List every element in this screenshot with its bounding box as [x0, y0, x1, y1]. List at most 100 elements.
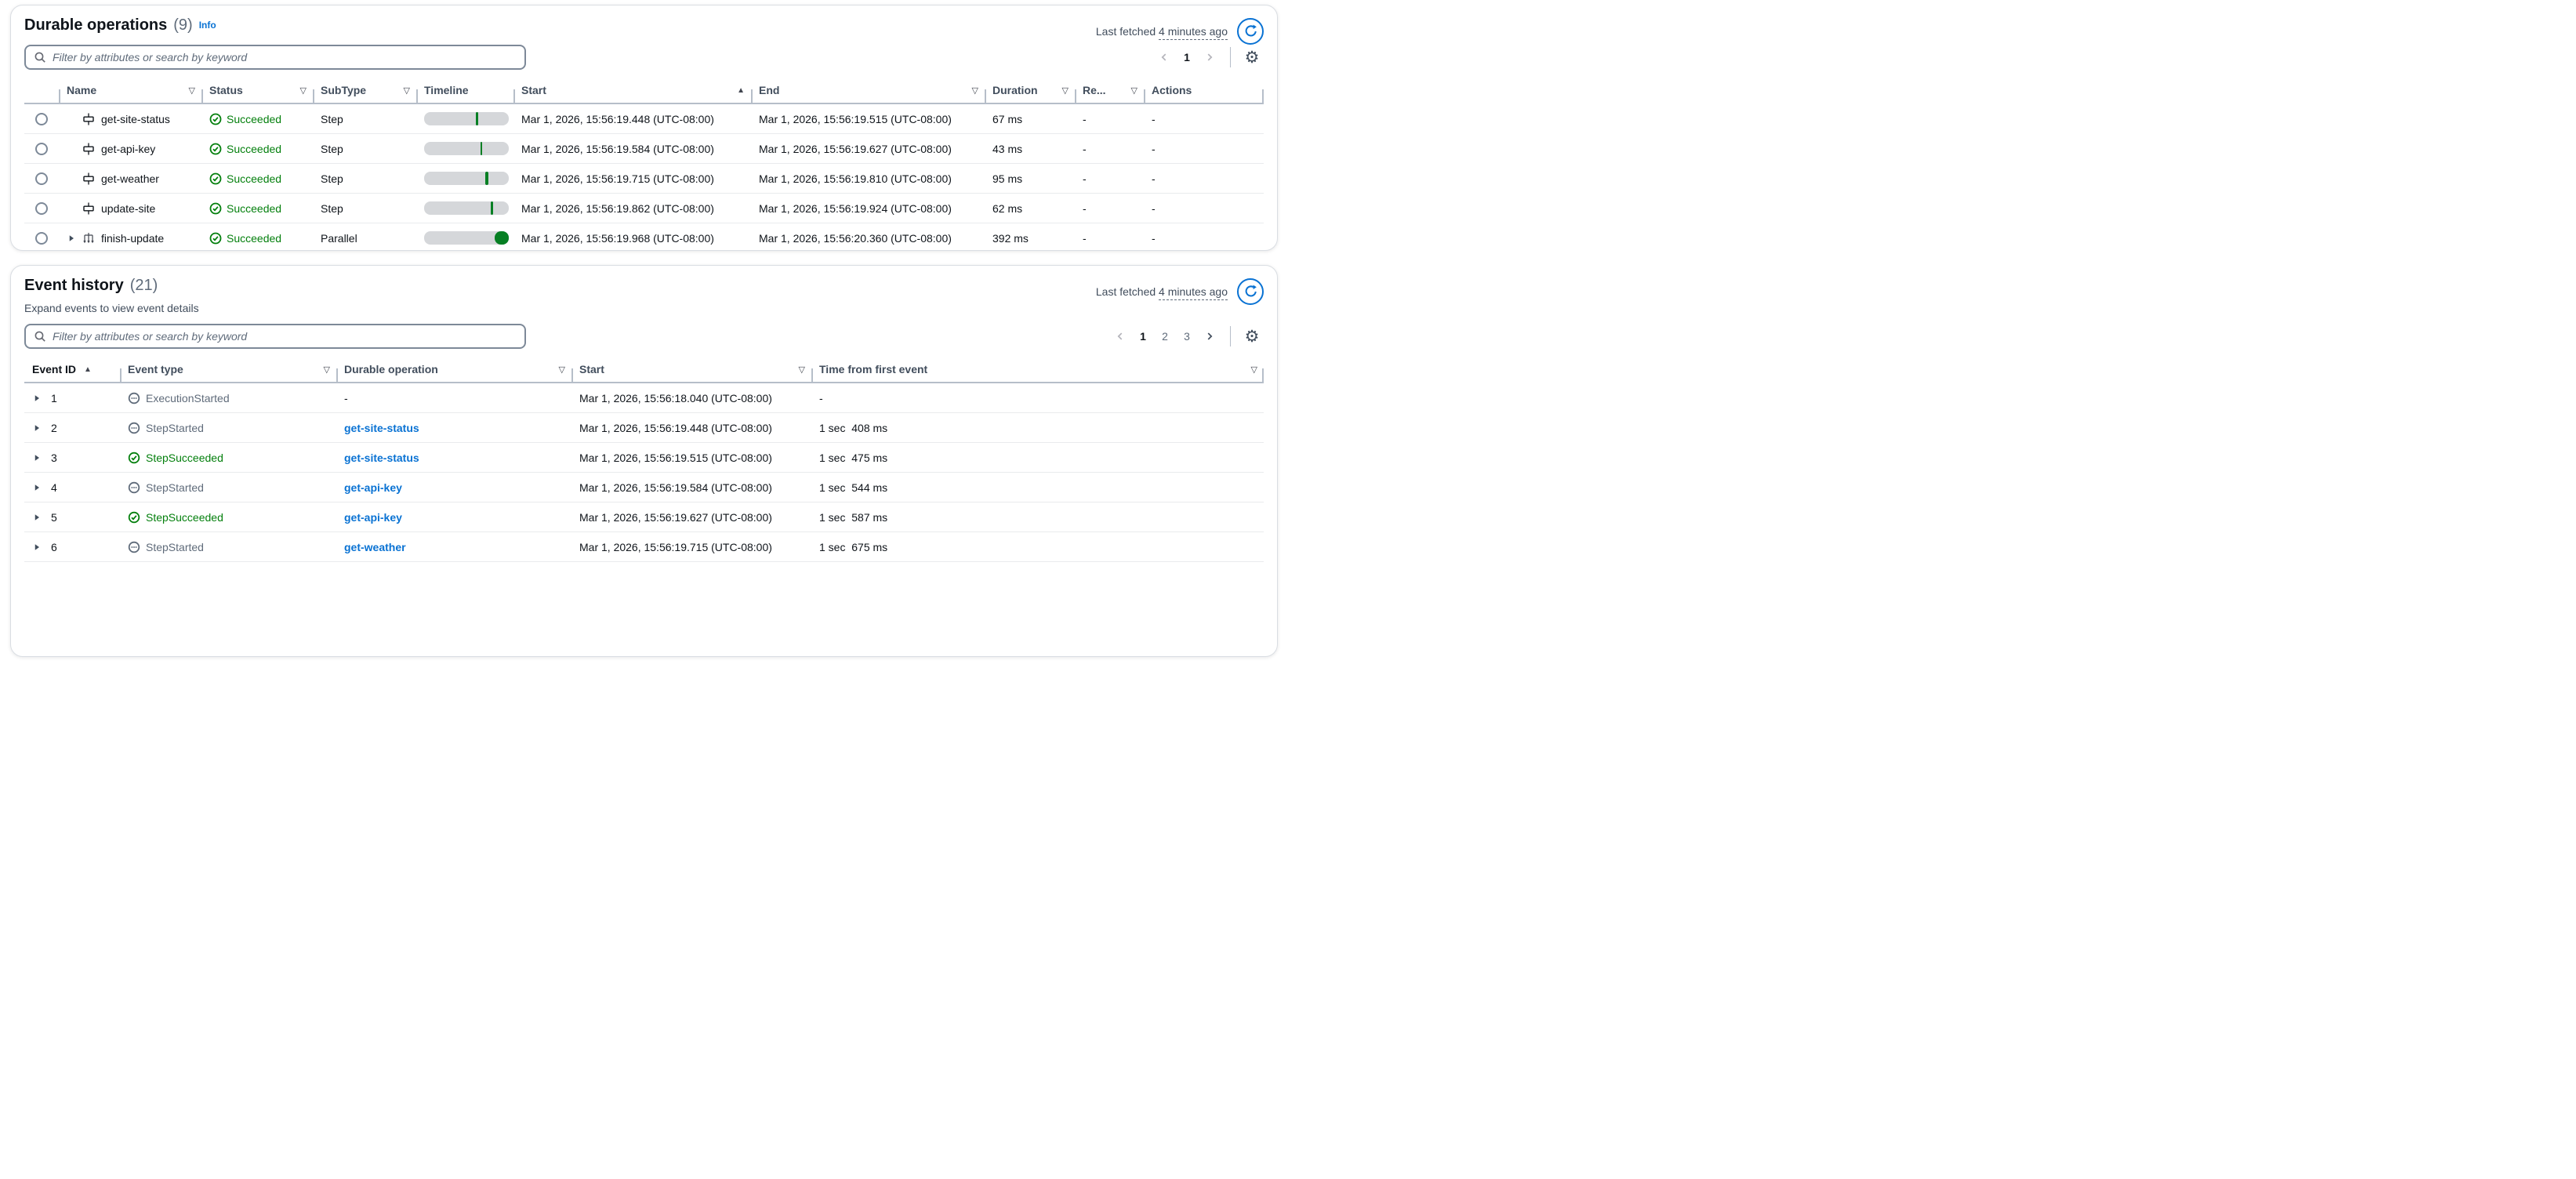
sort-icon: ▽ [403, 85, 410, 96]
durable-operation-link[interactable]: get-site-status [344, 451, 419, 464]
durable-operation-link[interactable]: get-site-status [344, 421, 419, 434]
toolbar-divider [1230, 326, 1231, 346]
row-select-radio[interactable] [35, 172, 48, 185]
start-timestamp[interactable]: Mar 1, 2026, 15:56:19.584 (UTC-08:00) [579, 481, 772, 494]
events-filter-input[interactable] [53, 330, 517, 343]
start-timestamp[interactable]: Mar 1, 2026, 15:56:19.627 (UTC-08:00) [579, 510, 772, 524]
column-header-start[interactable]: Start ▽ [571, 363, 811, 383]
sort-ascending-icon: ▲ [84, 365, 92, 374]
start-timestamp[interactable]: Mar 1, 2026, 15:56:18.040 (UTC-08:00) [579, 391, 772, 404]
next-page-button[interactable] [1199, 46, 1221, 68]
expand-arrow-icon [34, 543, 39, 550]
end-timestamp[interactable]: Mar 1, 2026, 15:56:19.627 (UTC-08:00) [759, 142, 952, 155]
ops-filter-input[interactable] [53, 51, 517, 63]
retries-value: - [1083, 112, 1087, 125]
column-header-duration[interactable]: Duration ▽ [985, 84, 1075, 103]
end-timestamp[interactable]: Mar 1, 2026, 15:56:20.360 (UTC-08:00) [759, 231, 952, 245]
end-timestamp[interactable]: Mar 1, 2026, 15:56:19.810 (UTC-08:00) [759, 172, 952, 185]
durable-operation-link[interactable]: get-weather [344, 540, 406, 553]
row-select-radio[interactable] [35, 201, 48, 215]
last-fetched-time[interactable]: 4 minutes ago [1159, 285, 1228, 300]
step-icon [83, 202, 94, 214]
column-header-durable-operation[interactable]: Durable operation ▽ [336, 363, 571, 383]
actions-value: - [1152, 201, 1156, 215]
durable-operation-link[interactable]: get-api-key [344, 481, 402, 494]
sort-icon: ▽ [1250, 365, 1257, 375]
column-header-name[interactable]: Name ▽ [59, 84, 201, 103]
start-timestamp[interactable]: Mar 1, 2026, 15:56:19.584 (UTC-08:00) [521, 142, 714, 155]
column-header-event-id[interactable]: Event ID ▲ [32, 363, 92, 375]
ops-pagination: 1 [1153, 46, 1221, 68]
page-number-1[interactable]: 1 [1184, 51, 1190, 63]
start-timestamp[interactable]: Mar 1, 2026, 15:56:19.448 (UTC-08:00) [579, 421, 772, 434]
page-number-2[interactable]: 2 [1162, 330, 1168, 343]
event-id: 2 [51, 421, 57, 434]
actions-value: - [1152, 142, 1156, 155]
duration-value: 95 ms [992, 172, 1023, 185]
expand-row-button[interactable] [67, 234, 76, 243]
start-timestamp[interactable]: Mar 1, 2026, 15:56:19.862 (UTC-08:00) [521, 201, 714, 215]
timeline-marker [494, 231, 509, 245]
settings-button[interactable]: ⚙ [1240, 45, 1264, 69]
column-header-retries[interactable]: Re... ▽ [1075, 84, 1144, 103]
refresh-button[interactable] [1237, 18, 1264, 45]
end-timestamp[interactable]: Mar 1, 2026, 15:56:19.924 (UTC-08:00) [759, 201, 952, 215]
list-item: 4 StepStarted get-api-key Mar 1, 2026, 1… [24, 473, 1264, 502]
expand-event-button[interactable] [32, 394, 42, 403]
column-header-end[interactable]: End ▽ [751, 84, 985, 103]
end-timestamp[interactable]: Mar 1, 2026, 15:56:19.515 (UTC-08:00) [759, 112, 952, 125]
success-icon [209, 202, 222, 214]
start-timestamp[interactable]: Mar 1, 2026, 15:56:19.515 (UTC-08:00) [579, 451, 772, 464]
success-icon [209, 113, 222, 125]
column-header-time-from-first-event[interactable]: Time from first event ▽ [811, 363, 1264, 383]
expand-event-button[interactable] [32, 483, 42, 492]
previous-page-button[interactable] [1153, 46, 1175, 68]
chevron-right-icon [1207, 53, 1213, 61]
panel-subtitle: Expand events to view event details [24, 302, 199, 314]
row-select-radio[interactable] [35, 112, 48, 125]
last-fetched-time[interactable]: 4 minutes ago [1159, 25, 1228, 40]
time-from-first-event[interactable]: 1 sec 475 ms [819, 451, 888, 464]
durable-operation-link[interactable]: get-api-key [344, 510, 402, 524]
previous-page-button[interactable] [1109, 325, 1131, 347]
column-header-event-type[interactable]: Event type ▽ [120, 363, 336, 383]
column-header-timeline[interactable]: Timeline [416, 84, 513, 103]
expand-event-button[interactable] [32, 453, 42, 463]
next-page-button[interactable] [1199, 325, 1221, 347]
start-timestamp[interactable]: Mar 1, 2026, 15:56:19.968 (UTC-08:00) [521, 231, 714, 245]
time-from-first-event[interactable]: 1 sec 587 ms [819, 510, 888, 524]
time-from-first-event[interactable]: 1 sec 408 ms [819, 421, 888, 434]
subtype-value: Parallel [321, 231, 357, 245]
refresh-button[interactable] [1237, 278, 1264, 305]
duration-value: 67 ms [992, 112, 1023, 125]
expand-event-button[interactable] [32, 423, 42, 433]
success-icon [209, 232, 222, 244]
column-header-subtype[interactable]: SubType ▽ [313, 84, 416, 103]
settings-button[interactable]: ⚙ [1240, 325, 1264, 348]
expand-event-button[interactable] [32, 542, 42, 552]
column-header-status[interactable]: Status ▽ [201, 84, 313, 103]
page-number-3[interactable]: 3 [1184, 330, 1190, 343]
actions-value: - [1152, 172, 1156, 185]
time-from-first-event[interactable]: 1 sec 544 ms [819, 481, 888, 494]
start-timestamp[interactable]: Mar 1, 2026, 15:56:19.715 (UTC-08:00) [521, 172, 714, 185]
event-id: 1 [51, 391, 57, 404]
last-fetched-label: Last fetched 4 minutes ago [1096, 285, 1228, 300]
info-link[interactable]: Info [198, 20, 216, 31]
expand-arrow-icon [69, 234, 74, 241]
list-item: 1 ExecutionStarted - Mar 1, 2026, 15:56:… [24, 383, 1264, 413]
operation-name: get-weather [101, 172, 159, 185]
start-timestamp[interactable]: Mar 1, 2026, 15:56:19.715 (UTC-08:00) [579, 540, 772, 553]
event-id: 6 [51, 540, 57, 553]
event-type: ExecutionStarted [120, 392, 336, 404]
time-from-first-event[interactable]: 1 sec 675 ms [819, 540, 888, 553]
expand-arrow-icon [34, 454, 39, 461]
expand-event-button[interactable] [32, 513, 42, 522]
row-select-radio[interactable] [35, 231, 48, 245]
start-timestamp[interactable]: Mar 1, 2026, 15:56:19.448 (UTC-08:00) [521, 112, 714, 125]
event-type: StepStarted [120, 422, 336, 434]
row-select-radio[interactable] [35, 142, 48, 155]
event-started-icon [128, 541, 140, 553]
column-header-start[interactable]: Start ▲ [513, 84, 751, 103]
page-number-1[interactable]: 1 [1140, 330, 1146, 343]
